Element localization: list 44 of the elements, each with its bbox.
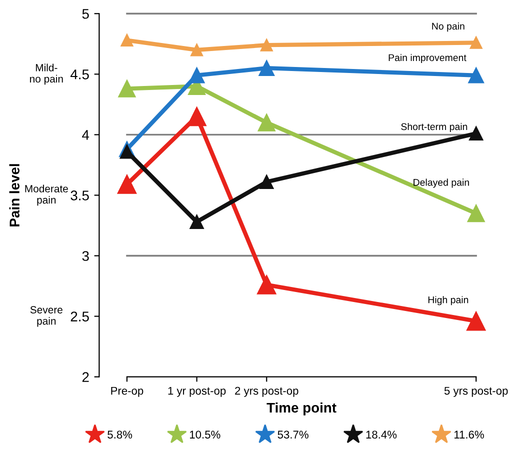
point — [468, 67, 484, 84]
point — [190, 44, 204, 56]
y-tick-label: 4 — [82, 130, 90, 140]
x-tick-label: 2 yrs post-op — [235, 386, 298, 397]
point — [117, 174, 137, 194]
text: Moderate pain — [25, 184, 68, 206]
point — [120, 34, 134, 47]
point — [466, 312, 486, 331]
legend-label: 53.7% — [278, 430, 308, 439]
y-tick-label: 2 — [82, 372, 89, 382]
point — [258, 60, 275, 76]
x-tick-label: 5 yrs post-op — [444, 386, 508, 397]
point — [190, 214, 204, 229]
text: Severe pain — [30, 306, 62, 327]
legend-label: 11.6% — [454, 430, 484, 439]
legend-label: 10.5% — [190, 430, 220, 439]
point — [118, 80, 136, 98]
annotation: No pain — [432, 22, 464, 32]
annotation: Short-term pain — [401, 122, 468, 132]
y-tick-label: 5 — [82, 9, 89, 19]
y-tick-label: 3 — [82, 251, 89, 261]
point — [470, 36, 482, 49]
point — [260, 38, 273, 52]
point — [187, 106, 206, 126]
x-tick-label: Pre-op — [111, 386, 144, 397]
y-axis-title: Pain level — [9, 164, 20, 226]
annotation: High pain — [428, 296, 468, 306]
point — [260, 174, 274, 189]
point — [467, 204, 485, 222]
point — [469, 126, 484, 141]
point — [257, 275, 276, 294]
y-tick-label: 4.5 — [70, 70, 89, 80]
text: Mild- no pain — [30, 64, 63, 85]
point — [258, 114, 276, 132]
y-tick-label: 3.5 — [70, 190, 89, 200]
point — [188, 67, 205, 84]
point — [120, 144, 134, 159]
annotation: Pain improvement — [388, 54, 466, 64]
x-axis-title: Time point — [266, 402, 336, 416]
legend-label: 18.4% — [366, 430, 397, 439]
annotation: Delayed pain — [414, 178, 469, 188]
y-tick-label: 2.5 — [70, 312, 89, 322]
x-tick-label: 1 yr post-op — [168, 386, 226, 397]
legend-label: 5.8% — [108, 430, 132, 439]
